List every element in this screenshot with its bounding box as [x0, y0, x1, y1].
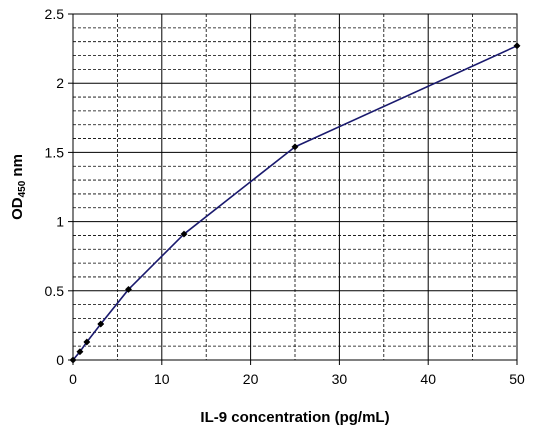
- x-tick-label: 30: [332, 371, 348, 387]
- y-tick-label: 2.5: [45, 6, 65, 22]
- data-point-marker: [291, 143, 299, 151]
- grid-lines: [73, 14, 517, 360]
- axes: [68, 13, 518, 365]
- y-tick-label: 1: [56, 214, 64, 230]
- series-layer: [69, 42, 521, 364]
- y-axis-title-subscript: 450: [17, 180, 28, 197]
- y-tick-label: 1.5: [45, 144, 65, 160]
- y-axis-title-unit: nm: [9, 154, 26, 181]
- data-point-marker: [83, 338, 91, 346]
- x-tick-label: 20: [243, 371, 259, 387]
- plot-area-frame: [72, 13, 518, 361]
- x-tick-label: 40: [420, 371, 436, 387]
- x-tick-label: 50: [509, 371, 525, 387]
- y-tick-label: 2: [56, 75, 64, 91]
- data-point-marker: [513, 42, 521, 50]
- series-line: [72, 45, 518, 361]
- data-point-marker: [69, 356, 77, 364]
- y-axis-title: OD450 nm: [9, 154, 28, 220]
- data-point-marker: [97, 320, 105, 328]
- x-axis-title: IL-9 concentration (pg/mL): [200, 409, 389, 426]
- x-tick-label: 10: [154, 371, 170, 387]
- y-tick-label: 0: [56, 352, 64, 368]
- data-point-marker: [76, 348, 84, 356]
- y-tick-label: 0.5: [45, 283, 65, 299]
- data-point-marker: [124, 285, 133, 293]
- y-axis-title-main: OD: [9, 197, 26, 220]
- x-tick-label: 0: [69, 371, 77, 387]
- data-point-marker: [180, 230, 188, 238]
- tick-labels: 0 0.5 1 1.5 2 2.5 0 10 20 30 40 50: [45, 6, 525, 387]
